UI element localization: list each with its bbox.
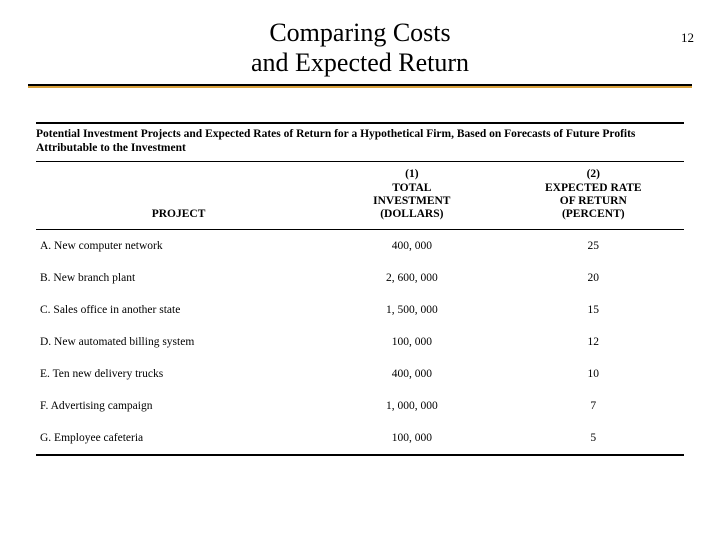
col-header-return: (2) EXPECTED RATE OF RETURN (PERCENT) (503, 162, 684, 229)
page-number: 12 (681, 30, 694, 46)
cell-investment: 100, 000 (321, 326, 502, 358)
table-row: A. New computer network 400, 000 25 (36, 230, 684, 263)
cell-project: F. Advertising campaign (36, 390, 321, 422)
cell-investment: 400, 000 (321, 230, 502, 263)
title-line-1: Comparing Costs (0, 18, 720, 48)
cell-project: C. Sales office in another state (36, 294, 321, 326)
title-rule-accent (28, 86, 692, 88)
cell-investment: 2, 600, 000 (321, 262, 502, 294)
cell-return: 20 (503, 262, 684, 294)
slide-title: Comparing Costs and Expected Return (0, 0, 720, 78)
cell-project: G. Employee cafeteria (36, 422, 321, 455)
cell-project: B. New branch plant (36, 262, 321, 294)
cell-investment: 100, 000 (321, 422, 502, 455)
cell-project: D. New automated billing system (36, 326, 321, 358)
cell-return: 5 (503, 422, 684, 455)
col-header-project: PROJECT (36, 162, 321, 229)
cell-investment: 1, 000, 000 (321, 390, 502, 422)
cell-project: A. New computer network (36, 230, 321, 263)
investment-table: PROJECT (1) TOTAL INVESTMENT (DOLLARS) (… (36, 162, 684, 456)
content-area: Potential Investment Projects and Expect… (36, 122, 684, 456)
cell-return: 15 (503, 294, 684, 326)
table-row: D. New automated billing system 100, 000… (36, 326, 684, 358)
table-header-row: PROJECT (1) TOTAL INVESTMENT (DOLLARS) (… (36, 162, 684, 229)
col-header-investment: (1) TOTAL INVESTMENT (DOLLARS) (321, 162, 502, 229)
table-row: C. Sales office in another state 1, 500,… (36, 294, 684, 326)
cell-return: 7 (503, 390, 684, 422)
table-row: F. Advertising campaign 1, 000, 000 7 (36, 390, 684, 422)
cell-return: 10 (503, 358, 684, 390)
table-row: G. Employee cafeteria 100, 000 5 (36, 422, 684, 455)
cell-investment: 400, 000 (321, 358, 502, 390)
cell-investment: 1, 500, 000 (321, 294, 502, 326)
cell-return: 25 (503, 230, 684, 263)
table-caption: Potential Investment Projects and Expect… (36, 122, 684, 163)
table-row: E. Ten new delivery trucks 400, 000 10 (36, 358, 684, 390)
table-row: B. New branch plant 2, 600, 000 20 (36, 262, 684, 294)
cell-return: 12 (503, 326, 684, 358)
cell-project: E. Ten new delivery trucks (36, 358, 321, 390)
title-line-2: and Expected Return (0, 48, 720, 78)
